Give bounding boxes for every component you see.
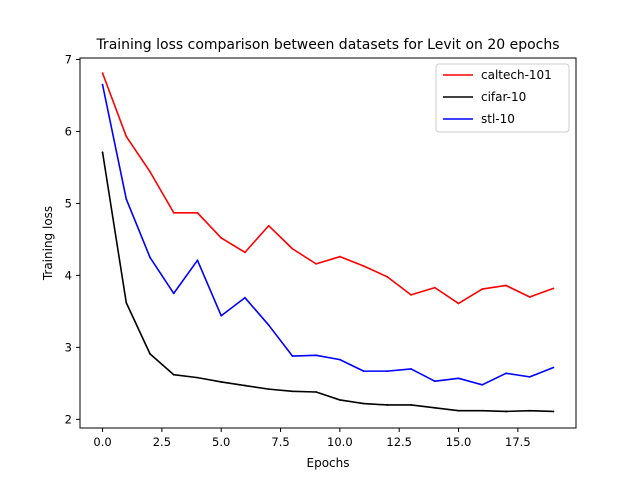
legend: caltech-101 cifar-10 stl-10 (435, 63, 570, 133)
legend-label-caltech-101: caltech-101 (481, 68, 552, 82)
data-point-cifar-10 (149, 352, 151, 355)
data-point-stl-10 (244, 296, 246, 299)
data-point-stl-10 (528, 375, 531, 378)
data-point-caltech-101 (552, 287, 555, 290)
y-tick-label: 6 (65, 124, 72, 138)
data-point-cifar-10 (196, 376, 199, 379)
data-point-cifar-10 (433, 406, 436, 409)
data-point-cifar-10 (552, 410, 555, 413)
data-point-stl-10 (433, 380, 436, 383)
series-line-cifar-10 (101, 152, 554, 413)
data-point-caltech-101 (196, 211, 199, 214)
data-point-caltech-101 (338, 255, 341, 258)
data-point-stl-10 (101, 83, 104, 86)
data-point-caltech-101 (457, 302, 460, 305)
x-tick-label: 2.5 (153, 435, 171, 449)
data-point-caltech-101 (291, 247, 294, 250)
y-tick-label: 7 (65, 52, 72, 66)
data-point-caltech-101 (315, 262, 318, 265)
data-point-cifar-10 (267, 388, 270, 391)
chart-title: Training loss comparison between dataset… (95, 37, 559, 53)
legend-label-cifar-10: cifar-10 (481, 90, 526, 104)
data-point-stl-10 (267, 324, 270, 326)
data-point-cifar-10 (386, 404, 389, 406)
data-point-cifar-10 (101, 151, 104, 154)
plot-frame (79, 57, 577, 429)
data-point-stl-10 (220, 314, 223, 317)
data-point-stl-10 (149, 256, 151, 259)
x-tick-label: 15.0 (446, 435, 472, 449)
data-point-cifar-10 (505, 410, 507, 413)
data-point-caltech-101 (125, 135, 128, 138)
data-point-cifar-10 (244, 384, 246, 387)
data-point-caltech-101 (149, 170, 151, 173)
series-line-stl-10 (101, 84, 554, 386)
data-point-stl-10 (125, 198, 128, 200)
y-tick-label: 3 (65, 340, 72, 354)
data-point-caltech-101 (433, 286, 436, 289)
data-point-caltech-101 (101, 72, 104, 75)
data-point-caltech-101 (481, 288, 484, 290)
x-tick-label: 10.0 (327, 435, 353, 449)
x-tick-label: 0.0 (93, 435, 111, 449)
legend-label-stl-10: stl-10 (481, 112, 515, 126)
data-point-cifar-10 (125, 301, 128, 304)
data-point-caltech-101 (220, 237, 223, 239)
data-point-stl-10 (196, 259, 199, 262)
data-point-cifar-10 (362, 402, 365, 405)
data-point-stl-10 (552, 366, 555, 369)
data-point-cifar-10 (291, 390, 294, 393)
data-point-stl-10 (481, 383, 484, 386)
x-axis-label: Epochs (307, 456, 350, 470)
x-tick-label: 5.0 (212, 435, 230, 449)
y-axis-label: Training loss (41, 206, 55, 281)
data-point-caltech-101 (244, 251, 246, 254)
series-layer (101, 72, 555, 413)
data-point-cifar-10 (528, 409, 531, 412)
x-tick-label: 7.5 (271, 435, 289, 449)
x-tick-label: 12.5 (386, 435, 412, 449)
data-point-caltech-101 (267, 224, 270, 227)
data-point-caltech-101 (528, 296, 531, 298)
data-point-caltech-101 (172, 211, 175, 214)
legend-box (435, 63, 570, 133)
y-tick-label: 5 (65, 196, 72, 210)
data-point-caltech-101 (362, 265, 365, 267)
data-point-cifar-10 (172, 373, 175, 376)
data-point-cifar-10 (457, 409, 460, 412)
data-point-cifar-10 (481, 409, 484, 412)
data-point-stl-10 (291, 355, 294, 357)
data-point-cifar-10 (220, 381, 223, 383)
data-point-stl-10 (386, 370, 389, 373)
x-tick-label: 17.5 (505, 435, 531, 449)
data-point-cifar-10 (338, 399, 341, 401)
data-point-cifar-10 (315, 391, 318, 393)
data-point-stl-10 (410, 368, 412, 370)
data-point-stl-10 (362, 370, 365, 373)
ticks-layer: 0.0 2.5 5.0 7.5 10.0 12.5 15.0 17.5 2 3 4 5 6 7 (65, 52, 531, 449)
data-point-caltech-101 (386, 275, 389, 278)
data-point-stl-10 (172, 292, 175, 295)
y-tick-label: 4 (65, 268, 72, 282)
data-point-stl-10 (505, 372, 507, 375)
data-point-stl-10 (457, 377, 460, 380)
y-tick-label: 2 (65, 412, 72, 426)
data-point-stl-10 (338, 358, 341, 361)
series-line-caltech-101 (101, 72, 554, 305)
data-point-stl-10 (315, 354, 318, 357)
data-point-caltech-101 (410, 293, 412, 296)
data-point-cifar-10 (410, 404, 412, 406)
data-point-caltech-101 (505, 284, 507, 287)
